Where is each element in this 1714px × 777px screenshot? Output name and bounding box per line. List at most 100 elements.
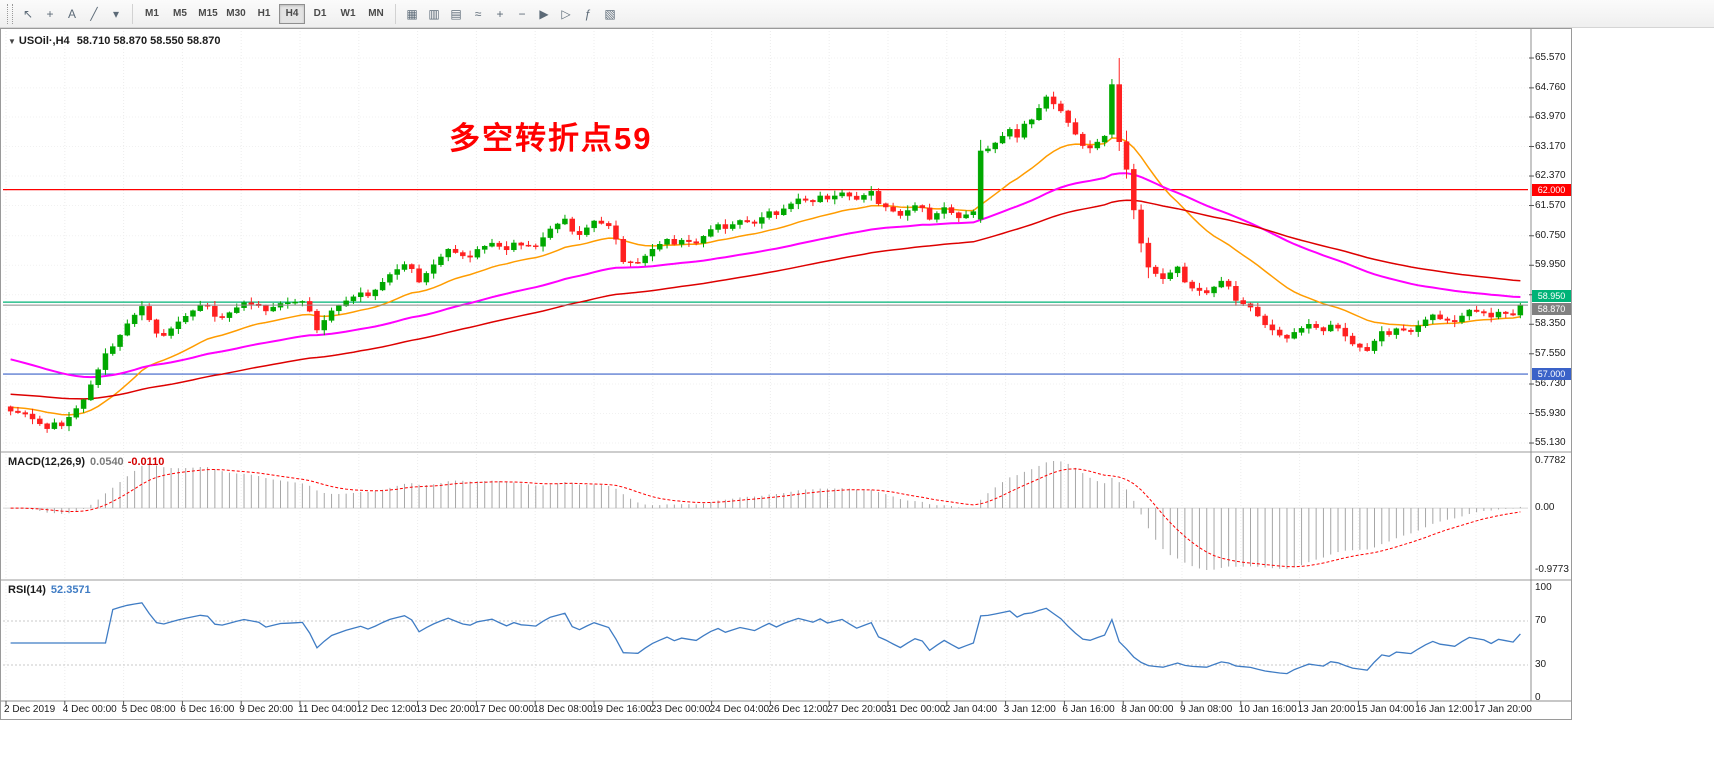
macd-main-value: 0.0540 [90,456,124,468]
timeframe-button-M30[interactable]: M30 [226,8,246,19]
zoom-in-button[interactable]: + [496,6,504,21]
chart-nav-arrow-icon[interactable]: ▼ [8,37,16,46]
zoom-out-button[interactable]: − [518,6,526,21]
price-tick-label: 58.350 [1535,318,1566,330]
axis-tick-marks [5,57,1534,705]
time-tick-label: 11 Dec 04:00 [298,704,357,715]
price-tick-label: 65.570 [1535,52,1566,63]
level-price-label: 57.000 [1532,368,1571,381]
ma-fast-line [10,137,1521,416]
macd-tick-label: 0.7782 [1535,455,1566,466]
crosshair-tool-button[interactable]: + [46,6,54,21]
price-tick-label: 61.570 [1535,199,1566,211]
time-tick-label: 17 Jan 20:00 [1474,704,1532,715]
price-tick-label: 60.750 [1535,229,1566,241]
price-tick-label: 62.370 [1535,170,1566,182]
time-tick-label: 24 Dec 04:00 [709,704,770,715]
rsi-indicator-name: RSI(14) [8,584,46,596]
time-tick-label: 2 Dec 2019 [4,704,56,715]
price-tick-label: 55.130 [1535,437,1566,449]
timeframe-button-H4[interactable]: H4 [279,3,305,24]
toolbar-separator [132,3,133,24]
rsi-tick-label: 0 [1535,692,1541,703]
time-tick-label: 17 Dec 00:00 [474,704,534,715]
horizontal-gridlines [3,57,1528,444]
chart-line-button[interactable]: ≈ [474,6,482,21]
bid-price-label: 58.870 [1532,303,1571,316]
time-tick-label: 6 Dec 16:00 [180,704,235,715]
rsi-tick-label: 70 [1535,615,1547,626]
auto-scroll-button[interactable]: ▶ [539,6,549,21]
price-tick-label: 64.760 [1535,81,1566,93]
price-tick-label: 57.550 [1535,347,1566,359]
time-tick-label: 31 Dec 00:00 [886,704,946,715]
toolbar-grip[interactable] [7,3,13,24]
ohlc-values: 58.710 58.870 58.550 58.870 [76,35,221,47]
time-tick-label: 13 Jan 20:00 [1297,704,1356,715]
time-tick-label: 10 Jan 16:00 [1238,704,1297,715]
timeframe-button-D1[interactable]: D1 [313,8,327,19]
time-tick-label: 23 Dec 00:00 [650,704,711,715]
macd-tick-label: -0.9773 [1535,564,1569,575]
chart-tools-group: ▦ ▥ ▤ ≈ + − ▶ ▷ ƒ ▧ [401,3,621,25]
price-tick-label: 63.170 [1535,140,1566,152]
chart-window[interactable]: ▼ USOil·,H4 58.710 58.870 58.550 58.870 多… [0,28,1572,720]
rsi-line [10,602,1521,675]
time-tick-label: 6 Jan 16:00 [1062,704,1115,715]
time-tick-label: 15 Jan 04:00 [1356,704,1415,715]
toolbar-separator [395,3,396,24]
timeframe-button-W1[interactable]: W1 [340,8,356,19]
price-tick-label: 59.950 [1535,259,1566,271]
chart-candles-button[interactable]: ▤ [450,6,462,21]
level-price-label: 62.000 [1532,183,1571,196]
ma-medium-line [10,172,1521,379]
indicators-button[interactable]: ƒ [584,6,592,21]
candles-layer[interactable] [7,58,1524,433]
moving-averages-layer [10,137,1521,416]
time-tick-label: 9 Dec 20:00 [239,704,294,715]
chart-canvas[interactable] [1,29,1571,719]
timeframe-button-H1[interactable]: H1 [257,8,271,19]
time-tick-label: 12 Dec 12:00 [356,704,417,715]
rsi-tick-label: 30 [1535,659,1547,670]
macd-panel-title: MACD(12,26,9) 0.0540 -0.0110 [8,456,164,468]
rsi-tick-label: 100 [1535,582,1552,593]
templates-button[interactable]: ▧ [604,6,616,21]
symbol-period-label: USOil·,H4 [18,35,70,47]
panel-separator-rsi[interactable] [1,579,1571,581]
chart-bars-button[interactable]: ▥ [428,6,440,21]
time-tick-label: 19 Dec 16:00 [592,704,652,715]
time-tick-label: 4 Dec 00:00 [62,704,117,715]
macd-tick-label: 0.00 [1535,502,1555,514]
draw-tools-dropdown-button[interactable]: ▾ [112,6,120,21]
panel-separator-macd[interactable] [1,451,1571,453]
price-tick-label: 56.730 [1535,378,1566,390]
ma-slow-line [10,199,1521,400]
rsi-panel-title: RSI(14) 52.3571 [8,584,91,596]
chart-shift-button[interactable]: ▷ [561,6,571,21]
macd-signal-line [10,468,1521,568]
price-tick-label: 63.970 [1535,111,1566,122]
text-label-tool-button[interactable]: A [67,6,76,21]
timeframe-button-M1[interactable]: M1 [145,8,159,19]
drawing-tools-group: ↖ + A ╱ ▾ [17,3,127,25]
timeframe-button-M5[interactable]: M5 [173,8,187,19]
timeframe-button-M15[interactable]: M15 [198,8,218,19]
vertical-gridlines [5,31,1477,701]
chart-text-annotation[interactable]: 多空转折点59 [449,121,653,156]
macd-signal-value: -0.0110 [127,456,165,468]
toolbar: ↖ + A ╱ ▾ M1 M5 M15 M30 H1 H4 D1 W1 MN ▦ ▥ ▤ ≈ + − ▶ ▷ ƒ ▧ [0,0,1714,28]
cursor-tool-button[interactable]: ↖ [22,6,34,21]
time-tick-label: 5 Dec 08:00 [121,704,176,715]
time-tick-label: 8 Jan 00:00 [1121,704,1174,715]
trendline-tool-button[interactable]: ╱ [90,6,98,21]
timeframe-button-MN[interactable]: MN [368,8,384,19]
time-tick-label: 18 Dec 08:00 [533,704,593,715]
price-tick-label: 55.930 [1535,407,1566,419]
timeframe-toolbar: M1 M5 M15 M30 H1 H4 D1 W1 MN [138,3,390,24]
tile-windows-button[interactable]: ▦ [406,6,418,21]
horizontal-level-lines[interactable] [3,189,1528,375]
time-tick-label: 26 Dec 12:00 [768,704,828,715]
time-tick-label: 3 Jan 12:00 [1003,704,1056,715]
